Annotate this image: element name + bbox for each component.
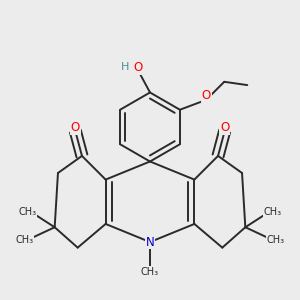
Text: O: O [71,121,80,134]
Text: CH₃: CH₃ [18,207,37,217]
Text: CH₃: CH₃ [141,267,159,277]
Text: O: O [220,121,229,134]
Text: O: O [134,61,143,74]
Text: O: O [202,89,211,102]
Text: CH₃: CH₃ [263,207,282,217]
Text: H: H [121,62,130,72]
Text: CH₃: CH₃ [267,236,285,245]
Text: N: N [146,236,154,248]
Text: CH₃: CH₃ [15,236,33,245]
